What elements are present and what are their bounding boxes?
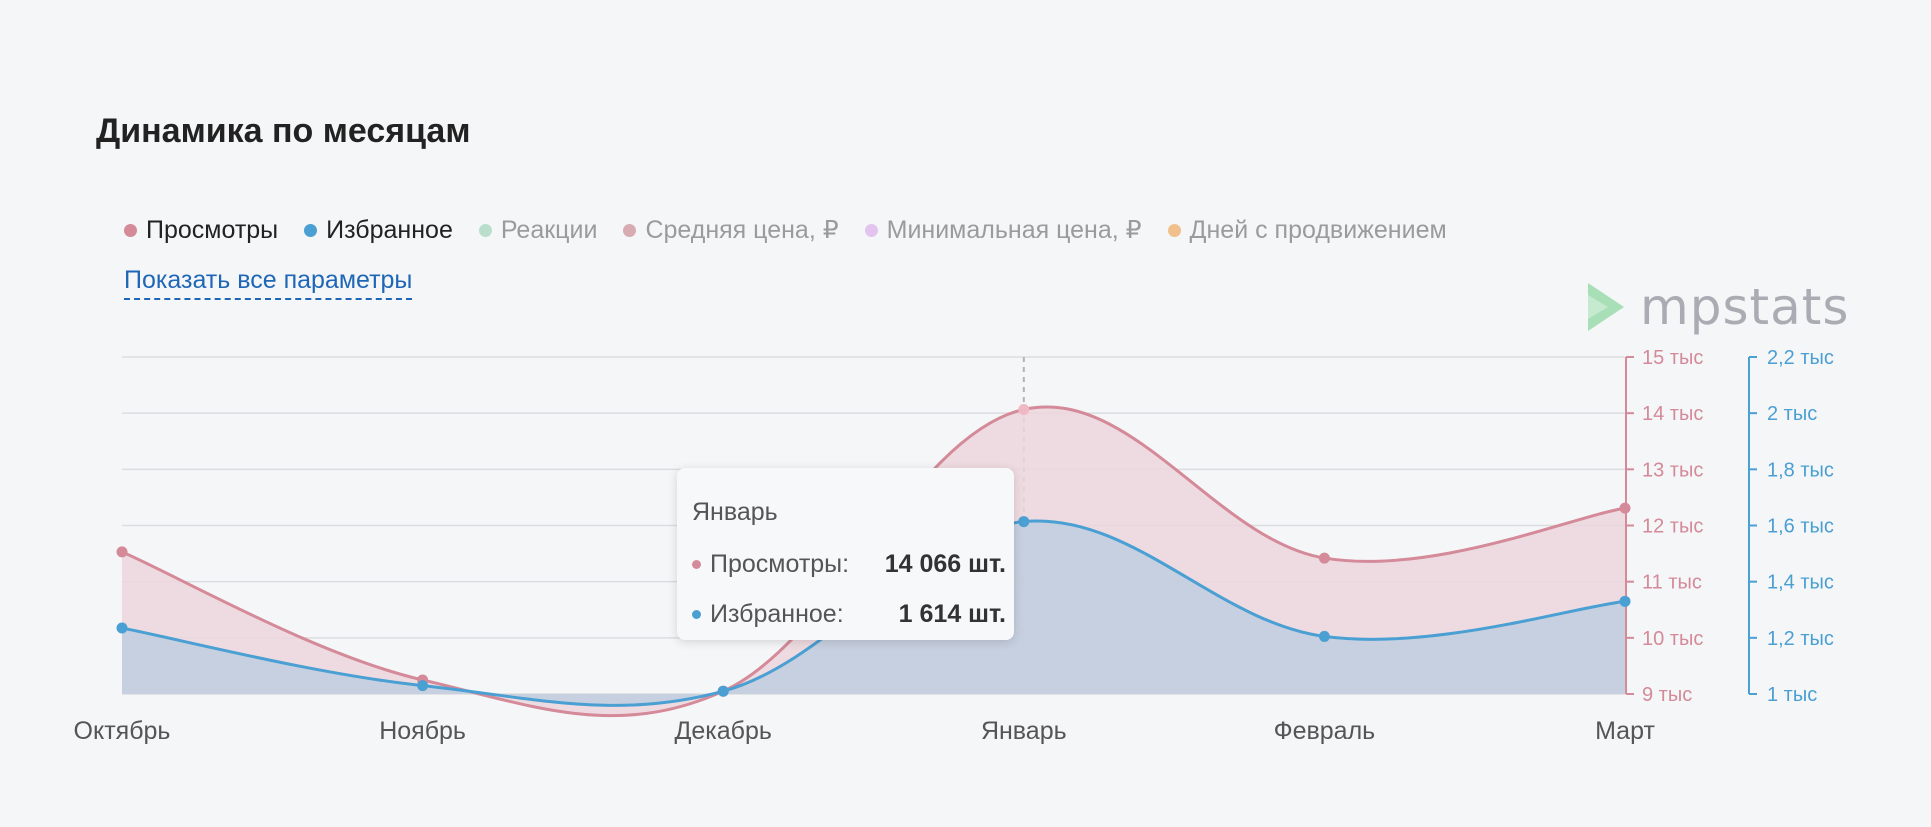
point-views[interactable] [116,546,128,558]
chart-tooltip: Январь Просмотры: 14 066 шт. Избранное: … [677,468,1014,640]
legend-dot-views [124,223,137,237]
x-tick-label: Ноябрь [379,717,466,745]
point-favorites[interactable] [1018,516,1030,528]
legend-item-favorites[interactable]: Избранное [304,216,453,245]
play-triangle-icon [1588,283,1624,331]
point-favorites[interactable] [1318,630,1330,642]
legend-item-min-price[interactable]: Минимальная цена, ₽ [864,215,1142,245]
tooltip-dot-views [692,559,701,569]
point-favorites[interactable] [717,685,729,697]
tooltip-label-views: Просмотры: [710,549,850,578]
x-tick-label: Февраль [1274,717,1376,745]
chart-legend: Просмотры Избранное Реакции Средняя цена… [124,215,1447,245]
point-favorites[interactable] [417,680,429,692]
show-all-params-link[interactable]: Показать все параметры [124,266,413,300]
y-tick-label-right: 1,6 тыс [1767,516,1834,538]
x-tick-label: Октябрь [74,717,171,745]
x-tick-label: Март [1595,717,1655,745]
legend-dot-favorites [304,223,318,237]
legend-dot-promo-days [1167,223,1181,237]
y-tick-label-right: 1,4 тыс [1767,572,1834,594]
y-tick-label-right: 1,8 тыс [1767,459,1834,481]
y-tick-label-left: 11 тыс [1642,572,1702,594]
legend-label-reactions: Реакции [500,215,598,244]
y-tick-label-left: 15 тыс [1642,347,1703,369]
legend-label-avg-price: Средняя цена, ₽ [645,216,839,244]
y-tick-label-left: 9 тыс [1642,684,1692,706]
data-points [116,403,1631,697]
tooltip-row-favorites: Избранное: 1 614 шт. [692,597,1014,631]
y-tick-label-right: 2,2 тыс [1767,347,1834,369]
logo-text: mpstats [1640,278,1850,336]
y-tick-label-right: 2 тыс [1767,403,1817,425]
point-views[interactable] [1318,552,1330,564]
legend-item-promo-days[interactable]: Дней с продвижением [1167,215,1447,245]
legend-label-promo-days: Дней с продвижением [1189,215,1447,244]
x-tick-label: Январь [981,717,1067,745]
y-tick-label-right: 1,2 тыс [1767,628,1834,650]
y-tick-label-left: 13 тыс [1642,459,1703,481]
legend-item-reactions[interactable]: Реакции [478,215,598,245]
legend-label-min-price: Минимальная цена, ₽ [886,216,1142,244]
legend-item-avg-price[interactable]: Средняя цена, ₽ [623,215,839,245]
mpstats-logo: mpstats [1586,278,1849,336]
legend-dot-reactions [478,223,492,237]
x-tick-label: Декабрь [674,717,771,745]
y-tick-label-left: 14 тыс [1642,403,1703,425]
chart-title: Динамика по месяцам [96,112,471,150]
legend-label-views: Просмотры [146,215,279,244]
y-tick-label-left: 10 тыс [1642,628,1703,650]
tooltip-dot-favorites [692,609,701,619]
tooltip-value-favorites: 1 614 шт. [898,599,1006,628]
y-tick-label-right: 1 тыс [1767,684,1817,706]
tooltip-title: Январь [692,498,778,526]
legend-item-views[interactable]: Просмотры [124,216,278,245]
tooltip-value-views: 14 066 шт. [884,549,1006,578]
legend-dot-min-price [864,223,878,237]
axes: Октябрь Ноябрь Декабрь Январь Февраль Март 9 т… [74,347,1834,745]
legend-label-favorites: Избранное [326,215,453,244]
point-views[interactable] [1619,502,1631,514]
point-favorites[interactable] [1619,595,1631,607]
point-views[interactable] [1018,403,1030,415]
y-tick-label-left: 12 тыс [1642,516,1703,538]
tooltip-row-views: Просмотры: 14 066 шт. [692,547,1014,581]
legend-dot-avg-price [623,223,637,237]
tooltip-label-favorites: Избранное: [710,599,844,628]
point-favorites[interactable] [116,622,128,634]
